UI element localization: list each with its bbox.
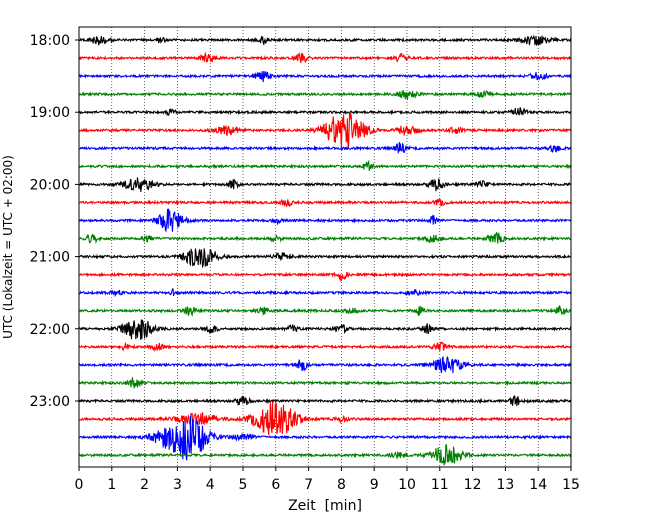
y-tick-label: 23:00 <box>30 394 70 410</box>
x-tick-label: 3 <box>173 477 182 493</box>
trace-2115 <box>78 271 572 282</box>
trace-2245 <box>78 376 572 389</box>
trace-2045 <box>78 231 572 244</box>
y-tick-label: 22:00 <box>30 322 70 338</box>
x-tick-label: 11 <box>431 477 449 493</box>
trace-2345 <box>78 444 572 466</box>
y-tick-label: 19:00 <box>30 105 70 121</box>
trace-1800 <box>78 34 572 46</box>
x-tick-label: 4 <box>206 477 215 493</box>
trace-1930 <box>78 142 572 155</box>
x-tick-label: 7 <box>304 477 313 493</box>
x-tick-label: 15 <box>562 477 580 493</box>
x-tick-label: 10 <box>398 477 416 493</box>
x-tick-label: 8 <box>337 477 346 493</box>
trace-2230 <box>78 355 572 374</box>
y-axis-ticks: 18:00 19:00 20:00 21:00 22:00 23:00 <box>30 33 79 410</box>
trace-2030 <box>78 208 572 233</box>
trace-1945 <box>78 159 572 172</box>
trace-2145 <box>78 305 572 318</box>
trace-1915 <box>78 112 572 151</box>
seismogram-traces <box>78 34 572 466</box>
x-tick-label: 13 <box>496 477 514 493</box>
x-tick-label: 2 <box>140 477 149 493</box>
trace-2330 <box>78 415 572 461</box>
x-tick-label: 9 <box>370 477 379 493</box>
y-tick-label: 20:00 <box>30 177 70 193</box>
x-tick-label: 14 <box>529 477 547 493</box>
x-tick-label: 0 <box>75 477 84 493</box>
plot-frame <box>78 26 572 468</box>
trace-2130 <box>78 288 572 298</box>
x-axis-label: Zeit [min] <box>288 498 362 514</box>
trace-2215 <box>78 341 572 353</box>
trace-2300 <box>78 395 572 407</box>
trace-1845 <box>78 89 572 101</box>
trace-1830 <box>78 71 572 83</box>
trace-2015 <box>78 197 572 208</box>
y-tick-label: 21:00 <box>30 250 70 266</box>
x-tick-label: 5 <box>239 477 248 493</box>
grid-lines <box>111 27 539 467</box>
trace-2200 <box>78 319 572 340</box>
trace-1815 <box>78 51 572 64</box>
y-axis-label: UTC (Lokalzeit = UTC + 02:00) <box>1 155 15 339</box>
trace-2315 <box>78 401 572 435</box>
trace-1900 <box>78 107 572 116</box>
x-axis-ticks: 0 1 2 3 4 5 6 7 8 9 10 11 12 13 14 15 <box>75 467 580 493</box>
x-tick-label: 12 <box>464 477 482 493</box>
y-tick-label: 18:00 <box>30 33 70 49</box>
x-tick-label: 6 <box>271 477 280 493</box>
trace-2000 <box>78 177 572 192</box>
trace-2100 <box>78 248 572 269</box>
x-tick-label: 1 <box>107 477 116 493</box>
